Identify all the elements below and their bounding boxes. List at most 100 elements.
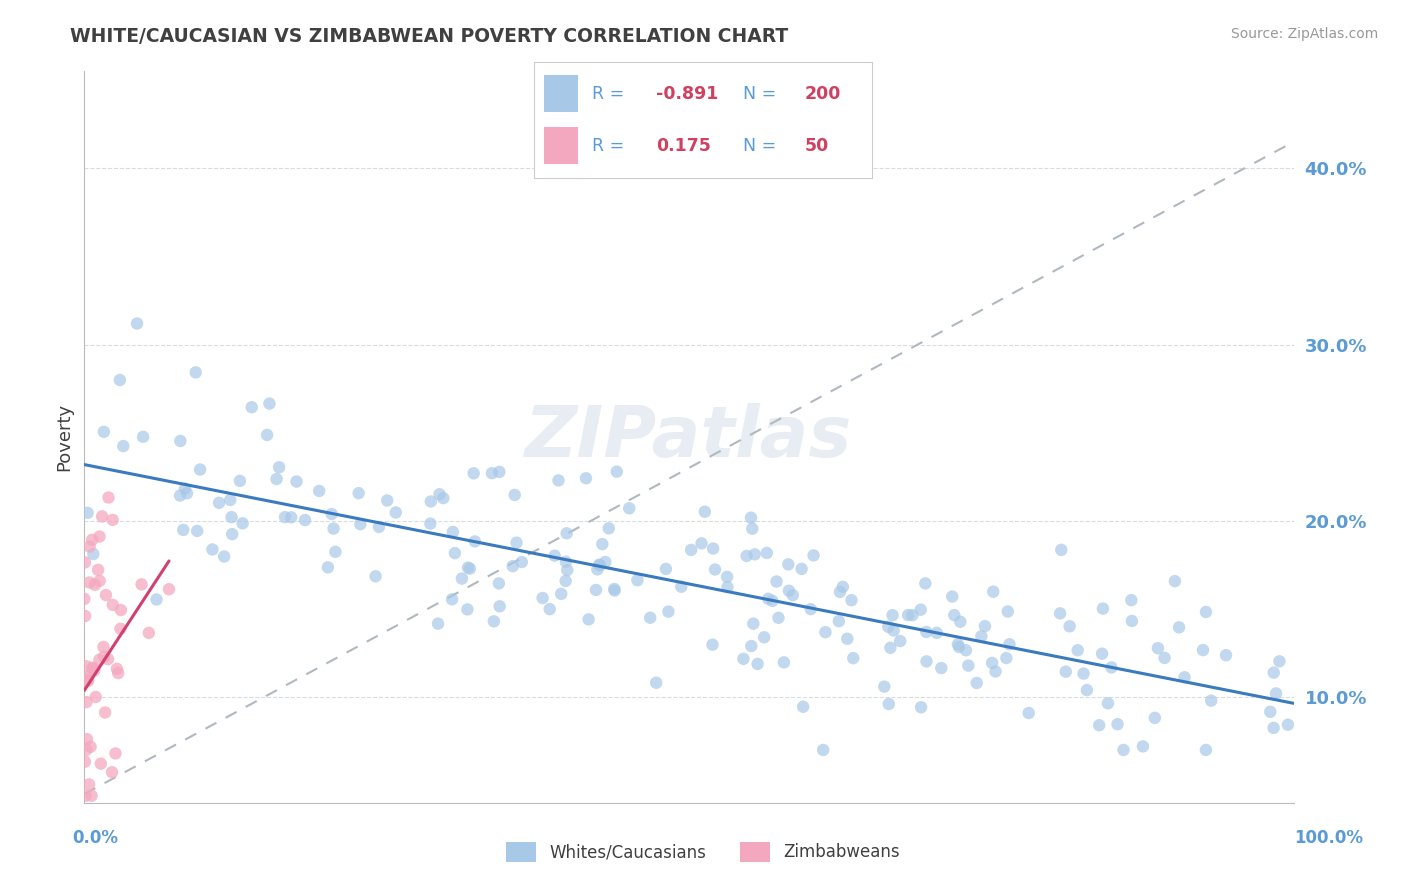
Point <box>441 592 464 607</box>
Point <box>948 640 970 654</box>
Point <box>419 494 441 508</box>
Point <box>75 659 97 673</box>
Point <box>1195 743 1218 757</box>
Point <box>690 536 713 550</box>
Point <box>157 582 180 597</box>
Text: ZIPatlas: ZIPatlas <box>526 402 852 472</box>
Point <box>505 535 527 549</box>
Point <box>131 577 153 591</box>
Point <box>232 516 254 531</box>
Point <box>555 526 578 541</box>
Point <box>110 622 132 636</box>
Point <box>671 580 693 594</box>
Point <box>132 430 155 444</box>
Point <box>384 506 406 520</box>
Point <box>112 439 135 453</box>
Point <box>75 743 97 757</box>
Point <box>702 638 724 652</box>
Point <box>77 826 100 840</box>
Point <box>586 562 609 576</box>
Point <box>463 467 485 481</box>
Point <box>1147 641 1170 656</box>
Point <box>77 777 100 791</box>
Point <box>169 434 191 448</box>
Point <box>740 639 762 653</box>
Point <box>108 373 131 387</box>
Point <box>1097 696 1119 710</box>
Point <box>598 521 620 535</box>
Point <box>814 625 837 640</box>
Point <box>981 584 1004 599</box>
Point <box>1199 693 1222 707</box>
Point <box>488 465 510 479</box>
Text: Source: ZipAtlas.com: Source: ZipAtlas.com <box>1230 27 1378 41</box>
Point <box>76 732 98 747</box>
Point <box>427 616 450 631</box>
Point <box>274 510 297 524</box>
Point <box>995 651 1018 665</box>
Point <box>837 632 859 646</box>
Point <box>80 789 103 803</box>
Point <box>901 608 924 623</box>
Point <box>219 492 242 507</box>
Point <box>619 501 641 516</box>
Point <box>997 605 1019 619</box>
Point <box>89 530 111 544</box>
Point <box>208 496 231 510</box>
Point <box>73 591 96 606</box>
Point <box>458 561 481 575</box>
Text: -0.891: -0.891 <box>655 85 718 103</box>
Point <box>1076 683 1098 698</box>
Point <box>441 524 464 539</box>
Point <box>82 660 104 674</box>
Point <box>595 555 617 569</box>
Point <box>316 560 339 574</box>
Point <box>756 591 779 606</box>
Point <box>308 483 330 498</box>
Point <box>733 652 755 666</box>
Point <box>1164 574 1187 589</box>
Point <box>94 706 117 720</box>
Point <box>145 592 167 607</box>
Point <box>79 540 101 554</box>
Point <box>943 608 966 623</box>
Point <box>1050 542 1073 557</box>
Point <box>1195 605 1218 619</box>
Point <box>1073 666 1095 681</box>
Point <box>554 555 576 569</box>
Point <box>915 654 938 668</box>
Point <box>626 573 648 587</box>
Point <box>101 598 124 612</box>
Point <box>101 513 124 527</box>
Point <box>575 471 598 485</box>
Point <box>79 739 101 754</box>
Point <box>603 582 626 596</box>
Point <box>803 549 825 563</box>
Point <box>606 465 628 479</box>
Bar <box>544 128 578 164</box>
Point <box>1107 717 1129 731</box>
Point <box>702 541 724 556</box>
Point <box>104 747 127 761</box>
Point <box>704 562 727 576</box>
Point <box>761 594 783 608</box>
Point <box>75 695 97 709</box>
Point <box>503 488 526 502</box>
Point <box>831 580 853 594</box>
Point <box>481 466 503 480</box>
Point <box>773 656 796 670</box>
Point <box>929 661 952 675</box>
Y-axis label: Poverty: Poverty <box>55 403 73 471</box>
Point <box>364 569 387 583</box>
Point <box>76 506 98 520</box>
Point <box>693 505 716 519</box>
Point <box>488 599 510 614</box>
Point <box>1018 706 1040 720</box>
Point <box>97 652 120 666</box>
Point <box>638 611 661 625</box>
Point <box>841 593 863 607</box>
Point <box>73 755 96 769</box>
Point <box>76 673 98 687</box>
Point <box>1049 607 1071 621</box>
Point <box>75 789 97 803</box>
